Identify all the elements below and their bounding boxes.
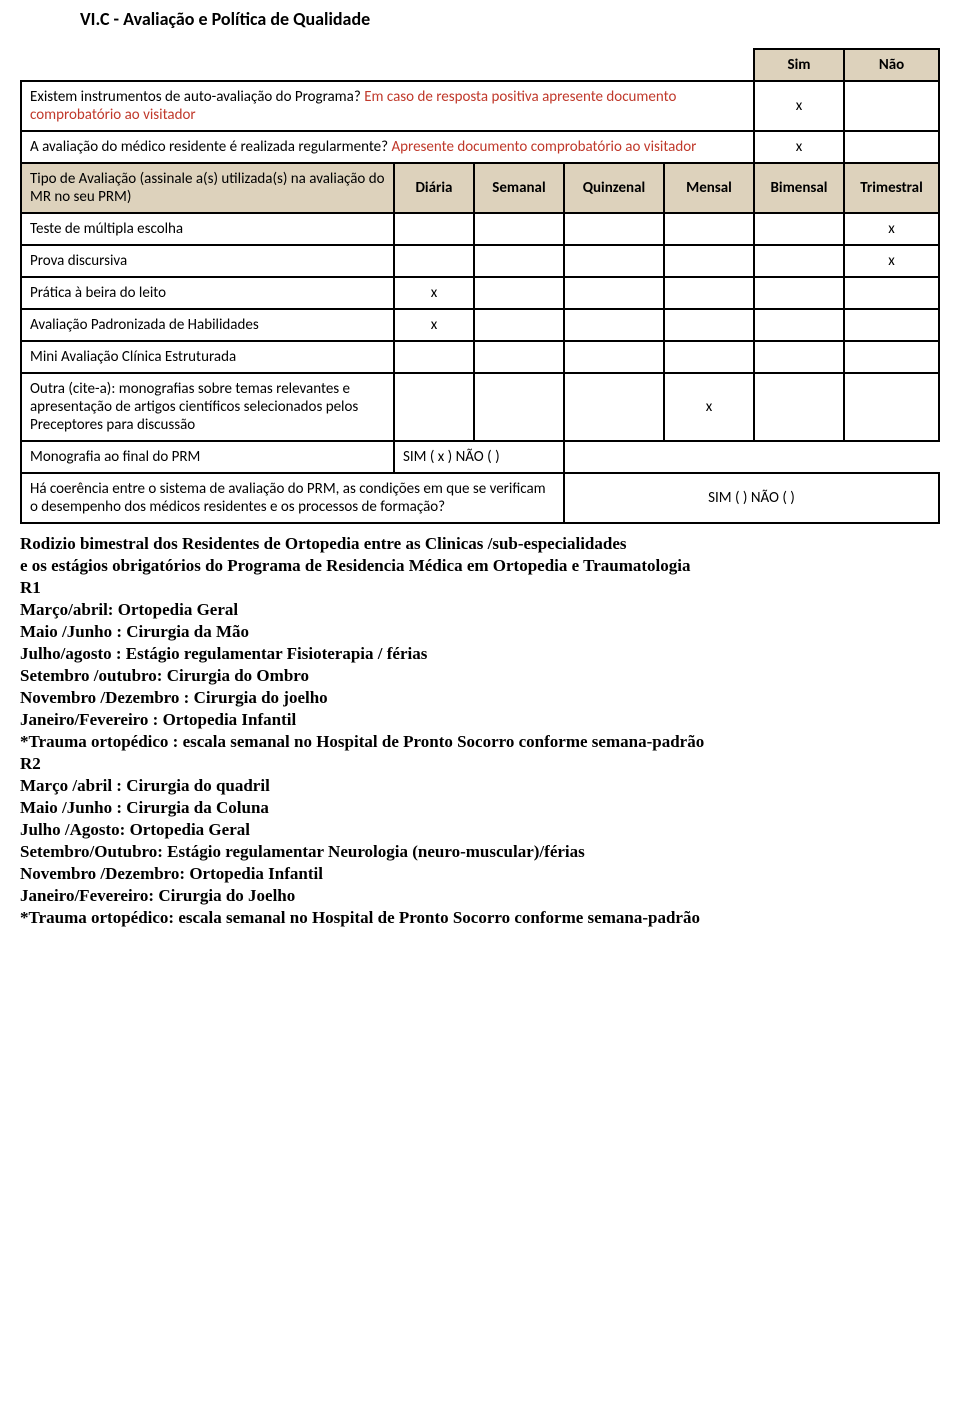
row-outra-q: [564, 373, 664, 441]
note-block: Rodizio bimestral dos Residentes de Orto…: [20, 534, 940, 928]
row-mini-t: [844, 341, 939, 373]
row-mini-b: [754, 341, 844, 373]
row-mini: Mini Avaliação Clínica Estruturada: [21, 341, 939, 373]
r2-l3: Julho /Agosto: Ortopedia Geral: [20, 820, 940, 840]
monografia-label: Monografia ao final do PRM: [21, 441, 394, 473]
q1-sim: x: [754, 81, 844, 131]
row-avalpad-label: Avaliação Padronizada de Habilidades: [21, 309, 394, 341]
row-teste-d: [394, 213, 474, 245]
row-teste-t: x: [844, 213, 939, 245]
q2-text-b: Apresente documento comprobatório ao vis…: [392, 138, 697, 156]
row-pratica-b: [754, 277, 844, 309]
row-teste-s: [474, 213, 564, 245]
row-avalpad-q: [564, 309, 664, 341]
q1-text-a: Existem instrumentos de auto-avaliação d…: [30, 88, 364, 106]
row-outra-t: [844, 373, 939, 441]
r1-l1: Março/abril: Ortopedia Geral: [20, 600, 940, 620]
freq-header-row: Tipo de Avaliação (assinale a(s) utiliza…: [21, 163, 939, 213]
r2-l1: Março /abril : Cirurgia do quadril: [20, 776, 940, 796]
coerencia-value: SIM ( ) NÃO ( ): [564, 473, 939, 523]
row-coerencia: Há coerência entre o sistema de avaliaçã…: [21, 473, 939, 523]
row-avalpad-s: [474, 309, 564, 341]
row-mini-m: [664, 341, 754, 373]
row-outra: Outra (cite-a): monografias sobre temas …: [21, 373, 939, 441]
col-mensal: Mensal: [664, 163, 754, 213]
r2-l2: Maio /Junho : Cirurgia da Coluna: [20, 798, 940, 818]
row-avalpad-d: x: [394, 309, 474, 341]
col-trimestral: Trimestral: [844, 163, 939, 213]
q2-text-a: A avaliação do médico residente é realiz…: [30, 138, 392, 156]
row-monografia: Monografia ao final do PRM SIM ( x ) NÃO…: [21, 441, 939, 473]
freq-header-label: Tipo de Avaliação (assinale a(s) utiliza…: [21, 163, 394, 213]
coerencia-label: Há coerência entre o sistema de avaliaçã…: [21, 473, 564, 523]
row-pratica-q: [564, 277, 664, 309]
r1-l6: Janeiro/Fevereiro : Ortopedia Infantil: [20, 710, 940, 730]
simnao-header-row: Sim Não: [21, 49, 939, 81]
q1-text: Existem instrumentos de auto-avaliação d…: [21, 81, 754, 131]
note-intro-2: e os estágios obrigatórios do Programa d…: [20, 556, 940, 576]
q2-sim: x: [754, 131, 844, 163]
r1-l4: Setembro /outubro: Cirurgia do Ombro: [20, 666, 940, 686]
row-prova-t: x: [844, 245, 939, 277]
nao-header: Não: [844, 49, 939, 81]
row-prova-m: [664, 245, 754, 277]
note-intro-1: Rodizio bimestral dos Residentes de Orto…: [20, 534, 940, 554]
row-mini-q: [564, 341, 664, 373]
q1-nao: [844, 81, 939, 131]
r1-l7: *Trauma ortopédico : escala semanal no H…: [20, 732, 940, 752]
r1-l5: Novembro /Dezembro : Cirurgia do joelho: [20, 688, 940, 708]
r1-l2: Maio /Junho : Cirurgia da Mão: [20, 622, 940, 642]
row-teste-q: [564, 213, 664, 245]
row-avalpad-b: [754, 309, 844, 341]
row-mini-d: [394, 341, 474, 373]
row-outra-s: [474, 373, 564, 441]
row-pratica-m: [664, 277, 754, 309]
r2-l6: Janeiro/Fevereiro: Cirurgia do Joelho: [20, 886, 940, 906]
r1-heading: R1: [20, 578, 940, 598]
q2-text: A avaliação do médico residente é realiz…: [21, 131, 754, 163]
row-prova-b: [754, 245, 844, 277]
r2-l5: Novembro /Dezembro: Ortopedia Infantil: [20, 864, 940, 884]
row-pratica-t: [844, 277, 939, 309]
col-semanal: Semanal: [474, 163, 564, 213]
row-mini-label: Mini Avaliação Clínica Estruturada: [21, 341, 394, 373]
col-bimensal: Bimensal: [754, 163, 844, 213]
row-outra-b: [754, 373, 844, 441]
r2-heading: R2: [20, 754, 940, 774]
row-pratica: Prática à beira do leito x: [21, 277, 939, 309]
row-outra-d: [394, 373, 474, 441]
row-avalpad: Avaliação Padronizada de Habilidades x: [21, 309, 939, 341]
row-pratica-d: x: [394, 277, 474, 309]
r2-l4: Setembro/Outubro: Estágio regulamentar N…: [20, 842, 940, 862]
row-teste-m: [664, 213, 754, 245]
row-prova-d: [394, 245, 474, 277]
sim-header: Sim: [754, 49, 844, 81]
evaluation-table: Sim Não Existem instrumentos de auto-ava…: [20, 48, 940, 524]
section-title: VI.C - Avaliação e Política de Qualidade: [80, 8, 940, 30]
row-outra-label: Outra (cite-a): monografias sobre temas …: [21, 373, 394, 441]
q1-row: Existem instrumentos de auto-avaliação d…: [21, 81, 939, 131]
row-teste: Teste de múltipla escolha x: [21, 213, 939, 245]
row-mini-s: [474, 341, 564, 373]
row-avalpad-m: [664, 309, 754, 341]
row-pratica-s: [474, 277, 564, 309]
row-teste-label: Teste de múltipla escolha: [21, 213, 394, 245]
q2-nao: [844, 131, 939, 163]
row-prova: Prova discursiva x: [21, 245, 939, 277]
r2-l7: *Trauma ortopédico: escala semanal no Ho…: [20, 908, 940, 928]
col-diaria: Diária: [394, 163, 474, 213]
q2-row: A avaliação do médico residente é realiz…: [21, 131, 939, 163]
monografia-value: SIM ( x ) NÃO ( ): [394, 441, 564, 473]
row-pratica-label: Prática à beira do leito: [21, 277, 394, 309]
row-avalpad-t: [844, 309, 939, 341]
row-prova-label: Prova discursiva: [21, 245, 394, 277]
row-prova-s: [474, 245, 564, 277]
col-quinzenal: Quinzenal: [564, 163, 664, 213]
r1-l3: Julho/agosto : Estágio regulamentar Fisi…: [20, 644, 940, 664]
row-outra-m: x: [664, 373, 754, 441]
row-prova-q: [564, 245, 664, 277]
row-teste-b: [754, 213, 844, 245]
